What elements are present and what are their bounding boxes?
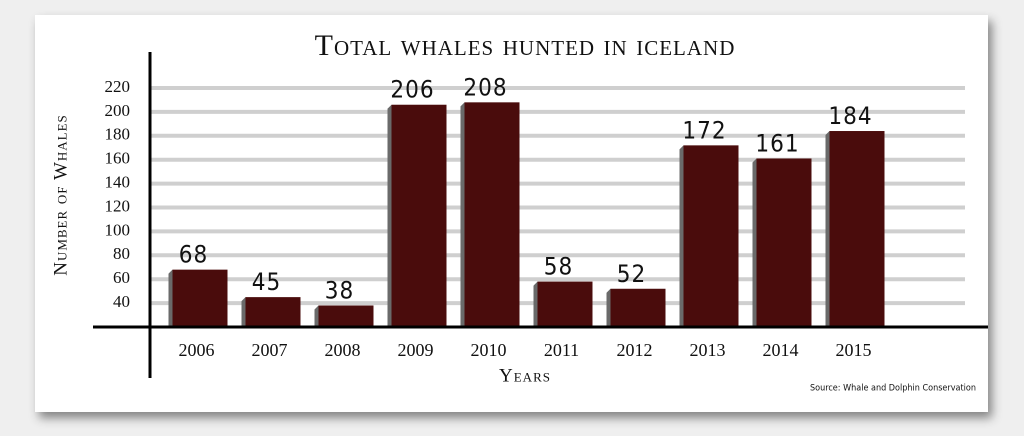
- y-tick-label: 40: [113, 292, 130, 311]
- bar-side: [314, 305, 319, 327]
- x-tick-label: 2009: [398, 340, 434, 360]
- bar-side: [606, 288, 611, 327]
- y-tick-label: 80: [113, 244, 130, 263]
- x-tick-label: 2008: [325, 340, 361, 360]
- bar-side: [168, 269, 173, 327]
- bar: [464, 102, 520, 327]
- bar: [683, 145, 739, 327]
- bar: [829, 131, 885, 327]
- bar-side: [752, 158, 757, 327]
- bar-side: [460, 102, 465, 327]
- y-tick-label: 120: [105, 196, 131, 215]
- value-label: 206: [390, 76, 434, 104]
- value-label: 38: [325, 276, 354, 304]
- chart-title: Total whales hunted in iceland: [315, 29, 736, 62]
- x-tick-label: 2006: [179, 340, 215, 360]
- x-axis-label: Years: [499, 365, 551, 386]
- value-label: 52: [617, 260, 646, 288]
- bar: [610, 288, 666, 327]
- bar-side: [679, 145, 684, 327]
- x-tick-label: 2010: [471, 340, 507, 360]
- source-note: Source: Whale and Dolphin Conservation: [810, 384, 976, 394]
- y-tick-label: 60: [113, 268, 130, 287]
- bar-side: [825, 131, 830, 327]
- bar-side: [387, 104, 392, 327]
- y-tick-label: 100: [105, 220, 131, 239]
- bar: [537, 281, 593, 327]
- y-tick-label: 140: [105, 173, 131, 192]
- value-label: 45: [252, 268, 281, 296]
- x-tick-label: 2015: [836, 340, 872, 360]
- x-tick-label: 2011: [544, 340, 579, 360]
- x-tick-label: 2014: [763, 340, 799, 360]
- bar: [391, 104, 447, 327]
- bar-side: [241, 297, 246, 327]
- y-tick-label: 200: [105, 101, 131, 120]
- y-tick-label: 160: [105, 149, 131, 168]
- bar: [245, 297, 301, 327]
- bar-side: [533, 281, 538, 327]
- y-tick-label: 180: [105, 125, 131, 144]
- bar: [756, 158, 812, 327]
- value-label: 184: [828, 102, 872, 130]
- x-tick-label: 2012: [617, 340, 653, 360]
- value-label: 172: [682, 116, 726, 144]
- bars: 68 45 38 206 208 58 52 172 161 184: [168, 73, 885, 327]
- value-label: 68: [179, 241, 208, 269]
- bar: [318, 305, 374, 327]
- x-tick-label: 2013: [690, 340, 726, 360]
- bar: [172, 269, 228, 327]
- y-axis-label: Number of Whales: [50, 114, 71, 276]
- value-label: 58: [544, 253, 573, 281]
- value-label: 161: [755, 130, 799, 158]
- value-label: 208: [463, 73, 507, 101]
- x-tick-label: 2007: [252, 340, 288, 360]
- y-tick-label: 220: [105, 77, 131, 96]
